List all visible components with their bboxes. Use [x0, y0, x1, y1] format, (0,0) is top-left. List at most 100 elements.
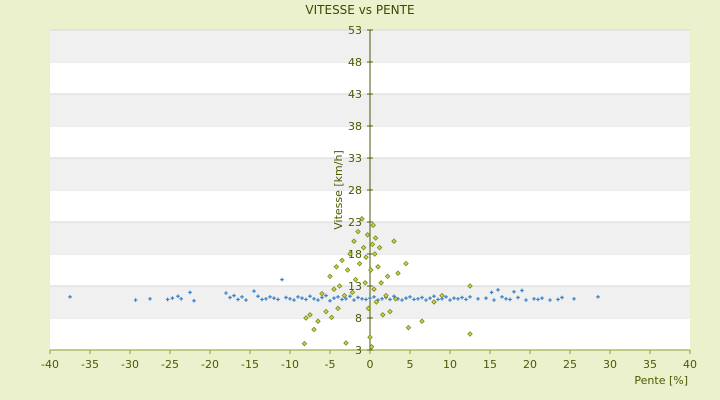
data-point-series1: [336, 295, 340, 299]
y-tick-label: 8: [355, 312, 362, 325]
data-point-series1: [364, 297, 368, 302]
data-point-series1: [232, 293, 236, 298]
data-point-series2: [311, 326, 317, 333]
data-point-series1: [296, 295, 300, 299]
data-point-series2: [383, 292, 389, 299]
data-point-series1: [252, 289, 256, 293]
data-point-series1: [432, 294, 436, 299]
data-point-series1: [300, 296, 304, 300]
data-point-series2: [343, 340, 349, 346]
y-tick-label: 33: [348, 152, 362, 165]
x-tick-label: 10: [443, 358, 457, 371]
x-tick-label: -30: [121, 358, 139, 371]
data-point-series1: [356, 295, 360, 300]
y-tick-label: 23: [348, 216, 362, 229]
data-point-series1: [308, 294, 312, 299]
data-point-series1: [420, 295, 424, 300]
data-point-series2: [301, 340, 308, 347]
data-point-series2: [372, 251, 378, 257]
data-point-series1: [304, 297, 308, 302]
y-tick-label: 38: [348, 120, 362, 133]
data-point-series1: [408, 295, 412, 299]
data-point-series1: [596, 295, 600, 299]
data-point-series2: [351, 238, 357, 244]
data-point-series1: [240, 295, 244, 299]
data-point-series2: [356, 260, 363, 267]
x-tick-label: 20: [523, 358, 537, 371]
data-point-series2: [395, 270, 401, 276]
data-point-series2: [344, 267, 351, 273]
data-point-series1: [324, 293, 328, 298]
y-axis-label: Vitesse [km/h]: [332, 150, 345, 230]
plot-area: -40 -35 -30 -25 -20 -15 -10 -5 0 5 10 15 20 25 30 35 40 3…: [41, 24, 697, 371]
data-point-series1: [496, 288, 500, 292]
y-tick-label: 18: [348, 248, 362, 261]
data-point-series1: [284, 295, 288, 300]
data-point-series2: [307, 312, 313, 318]
data-point-series1: [448, 298, 452, 302]
y-tick-label: 3: [355, 344, 362, 357]
data-point-series2: [363, 254, 369, 260]
x-tick-label: -10: [281, 358, 299, 371]
data-point-series2: [349, 289, 356, 296]
data-point-series2: [371, 286, 377, 292]
data-point-series1: [560, 295, 564, 300]
data-point-series1: [276, 297, 280, 302]
data-point-series1: [272, 296, 276, 300]
data-point-series1: [456, 297, 460, 301]
data-point-series2: [362, 280, 368, 286]
y-tick-label: 48: [348, 56, 362, 69]
data-point-series2: [328, 314, 335, 321]
data-point-series1: [508, 297, 512, 302]
data-point-series1: [224, 291, 228, 295]
data-point-series1: [492, 298, 496, 302]
data-point-series1: [179, 297, 183, 301]
data-point-series2: [315, 318, 321, 324]
data-point-series2: [373, 299, 380, 305]
data-point-series1: [372, 295, 376, 299]
x-tick-label: -20: [201, 358, 219, 371]
data-point-series2: [403, 260, 409, 267]
data-point-series1: [500, 295, 504, 299]
data-point-series2: [439, 292, 445, 299]
y-tick-label: 43: [348, 88, 362, 101]
data-point-series1: [256, 294, 260, 299]
x-tick-label: 25: [563, 358, 577, 371]
data-point-series1: [236, 297, 240, 302]
data-point-series1: [424, 298, 428, 302]
y-tick-label: 28: [348, 184, 362, 197]
data-point-series1: [404, 296, 408, 300]
data-point-series2: [384, 273, 391, 280]
data-point-series2: [327, 273, 333, 280]
y-tick-label: 53: [348, 24, 362, 37]
data-point-series2: [331, 286, 337, 292]
data-point-series2: [380, 312, 386, 318]
data-point-series1: [524, 298, 528, 302]
data-point-series2: [347, 251, 353, 257]
data-point-series1: [516, 295, 520, 300]
data-point-series2: [335, 305, 341, 312]
data-point-series2: [368, 267, 374, 273]
data-point-series2: [378, 280, 384, 286]
x-axis-label: Pente [%]: [634, 374, 688, 387]
x-tick-label: -15: [241, 358, 259, 371]
data-point-series2: [392, 296, 399, 302]
y-tick-label: 13: [348, 280, 362, 293]
data-point-series1: [264, 297, 268, 301]
data-point-series1: [428, 296, 432, 300]
data-point-series1: [228, 295, 232, 300]
data-point-series1: [548, 298, 552, 302]
data-point-series1: [520, 288, 524, 293]
data-point-series1: [176, 294, 180, 299]
data-point-series1: [133, 298, 138, 302]
data-point-series2: [368, 344, 375, 350]
data-point-series1: [464, 297, 468, 302]
data-point-series1: [348, 294, 352, 299]
data-point-series1: [504, 297, 508, 301]
data-point-series2: [376, 244, 383, 251]
data-point-series1: [484, 296, 488, 300]
x-tick-label: 15: [483, 358, 497, 371]
data-point-series2: [387, 308, 393, 315]
x-tick-label: 35: [643, 358, 657, 371]
